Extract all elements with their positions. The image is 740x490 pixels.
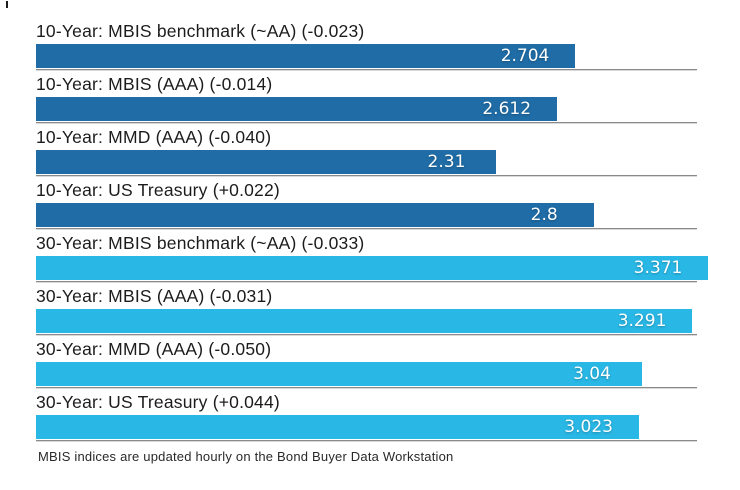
bar-label: 10-Year: MMD (AAA) (-0.040) <box>36 127 272 147</box>
row-separator <box>36 387 697 389</box>
chart-footnote: MBIS indices are updated hourly on the B… <box>38 449 454 464</box>
bar-track: 2.612 <box>36 97 708 121</box>
bar-label: 30-Year: MBIS (AAA) (-0.031) <box>36 286 273 306</box>
bar-row: 10-Year: MMD (AAA) (-0.040) 2.31 <box>0 124 740 177</box>
bar-label: 30-Year: MBIS benchmark (~AA) (-0.033) <box>36 233 365 253</box>
bar-value: 2.704 <box>500 46 550 66</box>
bar-track: 2.31 <box>36 150 708 174</box>
chart-area: 10-Year: MBIS benchmark (~AA) (-0.023) 2… <box>0 18 740 442</box>
bar-row: 10-Year: US Treasury (+0.022) 2.8 <box>0 177 740 230</box>
bar-row: 30-Year: US Treasury (+0.044) 3.023 <box>0 389 740 442</box>
bar-value: 3.04 <box>573 364 611 384</box>
bar-row: 10-Year: MBIS (AAA) (-0.014) 2.612 <box>0 71 740 124</box>
bar: 2.31 <box>36 150 497 174</box>
bar-label: 10-Year: US Treasury (+0.022) <box>36 180 280 200</box>
bar-label: 10-Year: MBIS benchmark (~AA) (-0.023) <box>36 21 365 41</box>
bar: 2.704 <box>36 44 576 68</box>
bar: 2.8 <box>36 203 595 227</box>
row-separator <box>36 122 697 124</box>
bar: 3.291 <box>36 309 693 333</box>
bar: 2.612 <box>36 97 557 121</box>
bar-row: 30-Year: MBIS benchmark (~AA) (-0.033) 3… <box>0 230 740 283</box>
bar: 3.04 <box>36 362 643 386</box>
bar-label: 30-Year: MMD (AAA) (-0.050) <box>36 339 272 359</box>
bar-value: 2.8 <box>530 205 558 225</box>
axis-tick-mark <box>6 1 8 8</box>
row-separator <box>36 228 697 230</box>
bar-track: 3.04 <box>36 362 708 386</box>
bar-track: 3.023 <box>36 415 708 439</box>
row-separator <box>36 334 697 336</box>
bar-label: 30-Year: US Treasury (+0.044) <box>36 392 280 412</box>
bar-row: 30-Year: MMD (AAA) (-0.050) 3.04 <box>0 336 740 389</box>
bar-label: 10-Year: MBIS (AAA) (-0.014) <box>36 74 273 94</box>
row-separator <box>36 440 697 442</box>
bar-row: 30-Year: MBIS (AAA) (-0.031) 3.291 <box>0 283 740 336</box>
bar-row: 10-Year: MBIS benchmark (~AA) (-0.023) 2… <box>0 18 740 71</box>
bar-track: 3.291 <box>36 309 708 333</box>
bar-track: 2.8 <box>36 203 708 227</box>
bar-value: 3.291 <box>617 311 667 331</box>
bar-track: 2.704 <box>36 44 708 68</box>
bar-value: 2.31 <box>427 152 466 172</box>
bar-value: 3.023 <box>564 417 613 437</box>
row-separator <box>36 69 697 71</box>
bar-value: 2.612 <box>482 99 532 119</box>
bar: 3.023 <box>36 415 639 439</box>
bar-track: 3.371 <box>36 256 708 280</box>
row-separator <box>36 175 697 177</box>
row-separator <box>36 281 697 283</box>
bar: 3.371 <box>36 256 708 280</box>
bar-value: 3.371 <box>633 258 683 278</box>
